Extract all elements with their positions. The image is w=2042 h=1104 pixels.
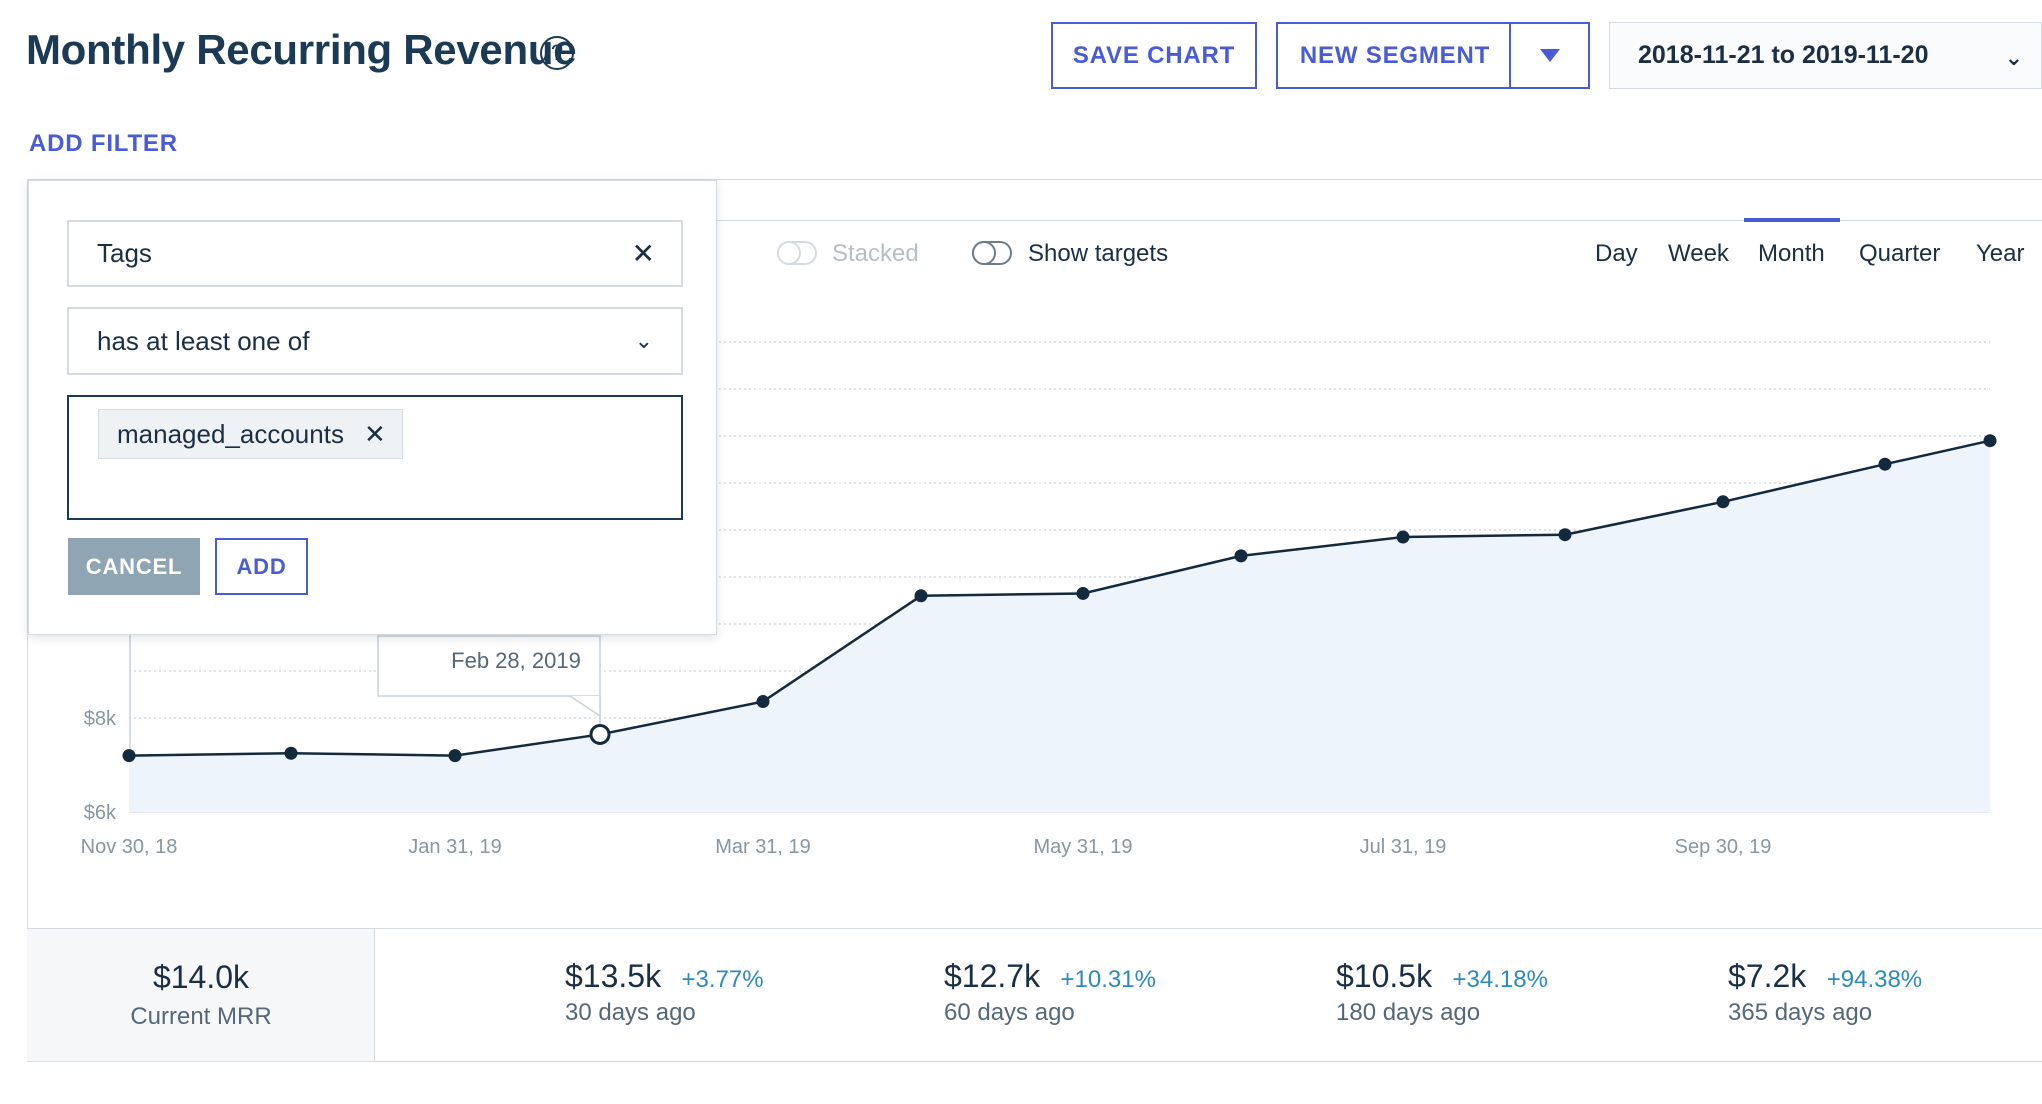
x-tick-label: Sep 30, 19 <box>1675 836 1772 858</box>
summary-item-30: $13.5k +3.77% 30 days ago <box>565 958 764 1027</box>
summary-item-60: $12.7k +10.31% 60 days ago <box>944 958 1156 1027</box>
new-segment-dropdown-button[interactable] <box>1509 22 1590 89</box>
summary-label: 365 days ago <box>1728 999 1873 1026</box>
summary-value: $12.7k <box>944 958 1041 994</box>
add-filter-link[interactable]: ADD FILTER <box>29 130 178 157</box>
x-tick-label: Nov 30, 18 <box>81 836 178 858</box>
mrr-area <box>129 440 1990 812</box>
data-point <box>756 695 770 709</box>
data-point <box>1716 495 1730 509</box>
x-tick-label: Jul 31, 19 <box>1360 836 1447 858</box>
summary-item-180: $10.5k +34.18% 180 days ago <box>1336 958 1548 1027</box>
period-week[interactable]: Week <box>1668 240 1729 267</box>
filter-field-select[interactable]: Tags ✕ <box>67 220 683 287</box>
data-point <box>914 589 928 603</box>
current-mrr-label: Current MRR <box>130 1003 272 1030</box>
summary-value: $13.5k <box>565 958 662 994</box>
data-point <box>448 749 462 763</box>
new-segment-button[interactable]: NEW SEGMENT <box>1276 22 1512 89</box>
summary-value: $7.2k <box>1728 958 1807 994</box>
summary-label: 180 days ago <box>1336 999 1481 1026</box>
summary-label: 60 days ago <box>944 999 1075 1026</box>
remove-chip-icon[interactable]: ✕ <box>363 418 386 449</box>
stacked-toggle[interactable] <box>777 241 817 265</box>
data-point <box>1878 457 1892 471</box>
period-day[interactable]: Day <box>1595 240 1638 267</box>
chart-divider <box>716 220 2042 221</box>
cancel-button[interactable]: CANCEL <box>68 538 200 595</box>
y-tick-label: $8k <box>84 708 117 730</box>
caret-down-icon <box>1539 49 1560 62</box>
data-point <box>1076 586 1090 600</box>
value-chip: managed_accounts ✕ <box>98 409 403 459</box>
y-axis-ticks: $6k $8k <box>84 708 117 824</box>
summary-percent: +3.77% <box>681 966 764 993</box>
x-tick-label: Mar 31, 19 <box>715 836 811 858</box>
data-point <box>284 746 298 760</box>
summary-percent: +10.31% <box>1060 966 1156 993</box>
stacked-label: Stacked <box>832 240 919 267</box>
data-point <box>122 749 136 763</box>
toggle-knob <box>972 241 996 265</box>
tooltip-pointer <box>569 695 601 718</box>
add-button[interactable]: ADD <box>215 538 308 595</box>
date-range-value: 2018-11-21 to 2019-11-20 <box>1638 41 1929 69</box>
period-month[interactable]: Month <box>1758 240 1825 267</box>
data-point <box>1396 530 1410 544</box>
tooltip-date: Feb 28, 2019 <box>451 648 581 673</box>
close-icon[interactable]: ✕ <box>631 238 655 269</box>
x-tick-label: Jan 31, 19 <box>408 836 501 858</box>
show-targets-label: Show targets <box>1028 240 1169 267</box>
summary-item-365: $7.2k +94.38% 365 days ago <box>1728 958 1922 1027</box>
x-axis-ticks: Nov 30, 18 Jan 31, 19 Mar 31, 19 May 31, 19… <box>81 836 1772 858</box>
period-year[interactable]: Year <box>1976 240 2025 267</box>
chevron-down-icon: ⌄ <box>634 328 653 353</box>
help-icon[interactable]: ? <box>540 36 574 70</box>
summary-current: $14.0k Current MRR <box>27 929 375 1061</box>
summary-label: 30 days ago <box>565 999 696 1026</box>
chart-tooltip: Feb 28, 2019 <box>377 635 601 718</box>
show-targets-toggle[interactable] <box>972 241 1012 265</box>
value-chip-label: managed_accounts <box>117 418 344 449</box>
y-tick-label: $6k <box>84 802 117 824</box>
date-range-select[interactable]: 2018-11-21 to 2019-11-20 ⌄ <box>1609 22 2042 89</box>
current-mrr-value: $14.0k <box>152 959 250 995</box>
summary-value: $10.5k <box>1336 958 1433 994</box>
filter-values-input[interactable]: managed_accounts ✕ <box>67 395 683 520</box>
data-point-hovered <box>589 723 611 745</box>
period-quarter[interactable]: Quarter <box>1859 240 1941 267</box>
data-point <box>1558 528 1572 542</box>
summary-percent: +34.18% <box>1452 966 1548 993</box>
x-tick-label: May 31, 19 <box>1034 836 1133 858</box>
page-title: Monthly Recurring Revenue <box>26 26 577 73</box>
summary-percent: +94.38% <box>1826 966 1923 993</box>
data-point <box>1983 434 1997 448</box>
save-chart-button[interactable]: SAVE CHART <box>1051 22 1257 89</box>
toggle-knob <box>777 241 801 265</box>
chart-points <box>122 434 1997 763</box>
filter-field-value: Tags <box>97 238 152 268</box>
period-selected-indicator <box>1744 218 1840 222</box>
summary-row <box>27 928 2042 1063</box>
filter-condition-select[interactable]: has at least one of ⌄ <box>67 307 683 375</box>
chevron-down-icon: ⌄ <box>2004 45 2023 70</box>
filter-condition-value: has at least one of <box>97 325 310 356</box>
data-point <box>1234 549 1248 563</box>
